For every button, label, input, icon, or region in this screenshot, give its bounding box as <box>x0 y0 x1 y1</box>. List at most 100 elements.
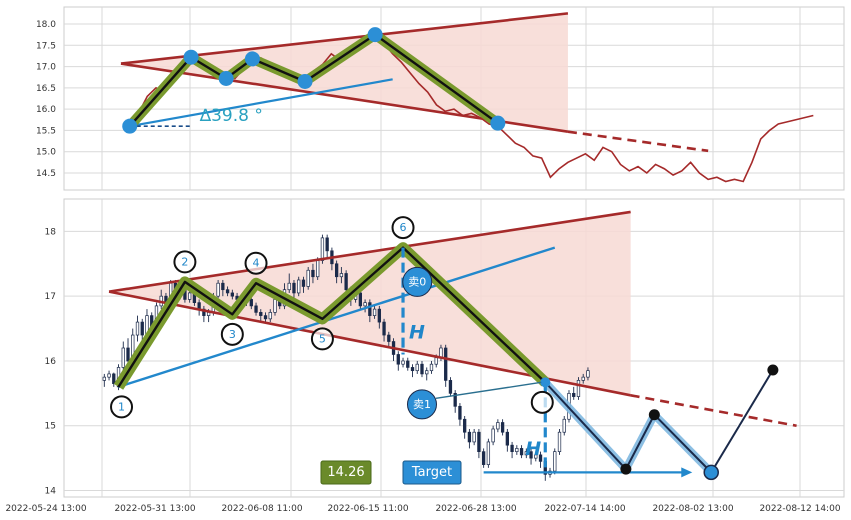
candle-body <box>420 363 424 375</box>
candle-body <box>301 279 306 287</box>
measured-move-point <box>620 463 632 475</box>
candle-body <box>515 448 519 453</box>
target-box-label: Target <box>411 465 452 480</box>
candle-body <box>202 308 206 316</box>
measured-move-point <box>648 409 660 421</box>
top-y-tick-label: 16.0 <box>36 105 56 115</box>
top-angle-label: ∆39.8 ° <box>199 106 263 126</box>
candle-body <box>538 454 543 462</box>
wave-point-circle <box>220 322 244 346</box>
candle-body <box>216 282 220 297</box>
wave-point-label: 1 <box>118 400 125 413</box>
breakout-point-marker <box>540 377 551 388</box>
final-leg-end-point <box>767 364 779 376</box>
candle-body <box>221 282 225 291</box>
candle-body <box>311 269 315 278</box>
wave-point-label: 2 <box>181 255 188 268</box>
wave-point-label: 5 <box>319 332 326 345</box>
h-label-2: H <box>525 438 541 460</box>
candle-body <box>320 237 325 261</box>
candle-body <box>562 418 566 433</box>
wave-point-circle <box>530 390 554 414</box>
bottom-y-tick-label: 18 <box>45 227 57 237</box>
bottom-y-tick-label: 15 <box>45 422 56 432</box>
top-y-tick-label: 17.5 <box>36 41 56 51</box>
candle-body <box>297 279 301 294</box>
top-y-tick-label: 16.5 <box>36 84 56 94</box>
wave-point-circle <box>391 216 415 240</box>
top-plot-layer: ∆39.8 ° <box>120 12 814 183</box>
wave-point-5: 5 <box>310 327 334 351</box>
top-y-tick-label: 15.5 <box>36 126 56 136</box>
x-tick-label: 2022-08-12 14:00 <box>759 504 840 514</box>
bottom-y-tick-label: 14 <box>45 487 57 497</box>
candle-body <box>505 431 509 446</box>
wave-point-1: 1 <box>110 395 134 419</box>
measured-move-line <box>544 381 712 474</box>
top-zigzag-point <box>244 51 260 67</box>
candle-body <box>121 347 125 368</box>
candle-body <box>334 263 339 278</box>
candle-body <box>187 292 192 300</box>
candle-body <box>254 305 258 313</box>
candle-body <box>496 422 500 430</box>
candle-body <box>444 347 448 381</box>
final-leg-line <box>710 369 774 473</box>
top-lower-projection <box>567 130 709 153</box>
candle-body <box>477 431 481 453</box>
target-point-marker <box>703 464 719 481</box>
candle-body <box>500 422 505 433</box>
candle-body <box>529 451 533 459</box>
x-tick-label: 2022-06-08 11:00 <box>221 504 302 514</box>
wave-point-6: 6 <box>391 216 415 240</box>
target-box <box>402 460 462 485</box>
top-y-tick-label: 17.0 <box>36 63 56 73</box>
candle-body <box>102 376 106 381</box>
candle-body <box>126 347 130 362</box>
candle-body <box>140 321 144 336</box>
x-tick-label: 2022-05-24 13:00 <box>5 504 86 514</box>
candle-body <box>112 373 116 384</box>
wave-point-circle <box>173 250 197 274</box>
candle-body <box>316 260 320 278</box>
wave-point-label: 3 <box>229 328 236 341</box>
h-label-1: H <box>409 321 425 343</box>
candle-body <box>401 360 405 365</box>
candle-body <box>519 448 524 456</box>
candle-body <box>306 269 310 287</box>
top-regression-line <box>129 78 393 128</box>
top-zigzag-point <box>183 49 199 65</box>
wave-point-2: 2 <box>173 250 197 274</box>
candle-body <box>368 302 372 316</box>
candle-body <box>230 292 234 297</box>
candle-body <box>382 321 386 336</box>
sell-1-label: 卖1 <box>413 398 431 411</box>
candle-body <box>467 431 472 443</box>
top-y-tick-label: 15.0 <box>36 148 56 158</box>
candle-body <box>458 405 462 420</box>
top-zigzag-point <box>490 115 506 131</box>
candle-body <box>358 292 363 307</box>
candle-body <box>557 431 562 453</box>
candle-body <box>472 431 476 443</box>
candle-body <box>339 273 344 278</box>
top-y-tick-label: 14.5 <box>36 169 56 179</box>
candle-body <box>524 451 528 456</box>
top-zigzag-point <box>297 73 313 89</box>
candle-body <box>448 380 453 394</box>
bottom-plot-layer <box>102 210 797 481</box>
sell-0-marker <box>402 266 433 297</box>
value-box <box>320 460 372 485</box>
candle-body <box>363 302 367 307</box>
target-arrow-head <box>681 467 693 478</box>
candle-body <box>429 363 434 372</box>
candle-body <box>406 360 410 368</box>
candle-body <box>263 315 268 320</box>
bottom-lower-projection <box>630 394 797 428</box>
candle-body <box>372 308 377 316</box>
candle-body <box>410 367 415 372</box>
candle-body <box>225 289 230 294</box>
top-triangle-fill <box>120 13 568 132</box>
top-y-tick-label: 18.0 <box>36 20 56 30</box>
value-box-label: 14.26 <box>327 465 364 480</box>
